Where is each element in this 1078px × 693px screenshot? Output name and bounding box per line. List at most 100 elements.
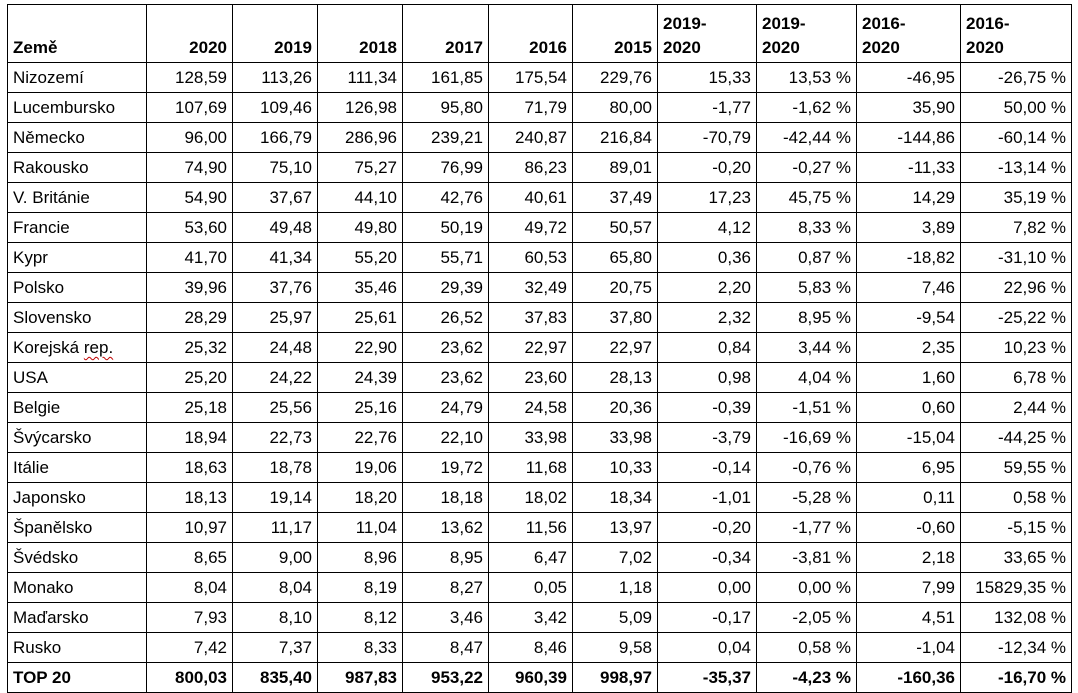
value-cell: 75,10 — [232, 152, 318, 183]
value-cell: 24,79 — [402, 392, 489, 423]
value-cell: 0,58 % — [756, 632, 857, 663]
value-cell: -1,01 — [657, 482, 757, 513]
value-cell: 0,05 — [488, 572, 573, 603]
table-row: Rusko 7,42 7,37 8,33 8,47 8,46 9,58 0,04 0,58 % -… — [7, 632, 1072, 663]
table-row: Belgie 25,18 25,56 25,16 24,79 24,58 20,36 -0,3… — [7, 392, 1072, 423]
column-header-line: 2017 — [445, 38, 483, 57]
value-cell: 23,60 — [488, 362, 573, 393]
value-cell: 40,61 — [488, 182, 573, 213]
column-header-line: 2020 — [862, 38, 900, 57]
value-cell: 18,94 — [146, 422, 233, 453]
column-header-line: 2016- — [862, 14, 906, 33]
value-cell: 74,90 — [146, 152, 233, 183]
country-text: Korejská — [13, 338, 84, 357]
value-cell: 10,23 % — [960, 332, 1072, 363]
value-cell: 25,32 — [146, 332, 233, 363]
table-row: Švédsko 8,65 9,00 8,96 8,95 6,47 7,02 -0,34 -3,8… — [7, 542, 1072, 573]
value-cell: 37,76 — [232, 272, 318, 303]
value-cell: 50,19 — [402, 212, 489, 243]
value-cell: 998,97 — [572, 662, 658, 693]
value-cell: 29,39 — [402, 272, 489, 303]
value-cell: 6,47 — [488, 542, 573, 573]
value-cell: 835,40 — [232, 662, 318, 693]
value-cell: -1,77 % — [756, 512, 857, 543]
value-cell: -16,70 % — [960, 662, 1072, 693]
column-header: 2016- 2020 — [856, 4, 961, 63]
value-cell: -0,27 % — [756, 152, 857, 183]
value-cell: -16,69 % — [756, 422, 857, 453]
table-row: Kypr 41,70 41,34 55,20 55,71 60,53 65,80 0,36 0,… — [7, 242, 1072, 273]
value-cell: -11,33 — [856, 152, 961, 183]
value-cell: 20,75 — [572, 272, 658, 303]
value-cell: -70,79 — [657, 122, 757, 153]
value-cell: 11,56 — [488, 512, 573, 543]
value-cell: 33,65 % — [960, 542, 1072, 573]
table-row: Japonsko 18,13 19,14 18,20 18,18 18,02 18,34 -1… — [7, 482, 1072, 513]
value-cell: 50,57 — [572, 212, 658, 243]
value-cell: 113,26 — [232, 62, 318, 93]
value-cell: 8,47 — [402, 632, 489, 663]
column-header: 2018 — [317, 4, 403, 63]
header-row: Země 2020 2019 2018 2017 2016 2015 2019- 2020 201… — [7, 4, 1072, 63]
country-data-table: Země 2020 2019 2018 2017 2016 2015 2019- 2020 201… — [7, 4, 1072, 693]
value-cell: 60,53 — [488, 242, 573, 273]
value-cell: 25,16 — [317, 392, 403, 423]
value-cell: 0,60 — [856, 392, 961, 423]
value-cell: 22,97 — [572, 332, 658, 363]
table-row: USA 25,20 24,22 24,39 23,62 23,60 28,13 0,98 4,0… — [7, 362, 1072, 393]
value-cell: -15,04 — [856, 422, 961, 453]
value-cell: 18,02 — [488, 482, 573, 513]
country-cell: Itálie — [7, 452, 147, 483]
value-cell: -0,20 — [657, 512, 757, 543]
value-cell: 0,11 — [856, 482, 961, 513]
value-cell: 987,83 — [317, 662, 403, 693]
value-cell: -0,39 — [657, 392, 757, 423]
value-cell: 15,33 — [657, 62, 757, 93]
value-cell: 22,10 — [402, 422, 489, 453]
value-cell: 3,42 — [488, 602, 573, 633]
value-cell: 11,17 — [232, 512, 318, 543]
value-cell: 2,32 — [657, 302, 757, 333]
value-cell: 22,90 — [317, 332, 403, 363]
value-cell: 18,63 — [146, 452, 233, 483]
value-cell: 3,44 % — [756, 332, 857, 363]
value-cell: 2,44 % — [960, 392, 1072, 423]
value-cell: -2,05 % — [756, 602, 857, 633]
column-header-line: 2019 — [274, 38, 312, 57]
value-cell: 10,33 — [572, 452, 658, 483]
table-row: Rakousko 74,90 75,10 75,27 76,99 86,23 89,01 -0… — [7, 152, 1072, 183]
value-cell: 7,82 % — [960, 212, 1072, 243]
country-cell: Slovensko — [7, 302, 147, 333]
value-cell: 9,00 — [232, 542, 318, 573]
value-cell: 25,97 — [232, 302, 318, 333]
value-cell: 240,87 — [488, 122, 573, 153]
value-cell: -9,54 — [856, 302, 961, 333]
value-cell: 11,68 — [488, 452, 573, 483]
table-row: V. Británie 54,90 37,67 44,10 42,76 40,61 37,4… — [7, 182, 1072, 213]
value-cell: 8,65 — [146, 542, 233, 573]
value-cell: -1,77 — [657, 92, 757, 123]
value-cell: 0,04 — [657, 632, 757, 663]
table-row: Monako 8,04 8,04 8,19 8,27 0,05 1,18 0,00 0,00 %… — [7, 572, 1072, 603]
column-header: Země — [7, 4, 147, 63]
value-cell: 8,46 — [488, 632, 573, 663]
value-cell: -0,76 % — [756, 452, 857, 483]
table-row: Nizozemí 128,59 113,26 111,34 161,85 175,54 22… — [7, 62, 1072, 93]
value-cell: 0,58 % — [960, 482, 1072, 513]
column-header-line: 2019- — [762, 14, 806, 33]
value-cell: -46,95 — [856, 62, 961, 93]
value-cell: 25,61 — [317, 302, 403, 333]
value-cell: 24,58 — [488, 392, 573, 423]
value-cell: 24,39 — [317, 362, 403, 393]
country-cell: Španělsko — [7, 512, 147, 543]
country-cell: Polsko — [7, 272, 147, 303]
value-cell: 53,60 — [146, 212, 233, 243]
data-table-container: Země 2020 2019 2018 2017 2016 2015 2019- 2020 201… — [7, 4, 1072, 693]
value-cell: 0,87 % — [756, 242, 857, 273]
value-cell: 19,72 — [402, 452, 489, 483]
value-cell: 2,18 — [856, 542, 961, 573]
country-cell: Monako — [7, 572, 147, 603]
value-cell: 0,98 — [657, 362, 757, 393]
value-cell: -144,86 — [856, 122, 961, 153]
value-cell: 216,84 — [572, 122, 658, 153]
